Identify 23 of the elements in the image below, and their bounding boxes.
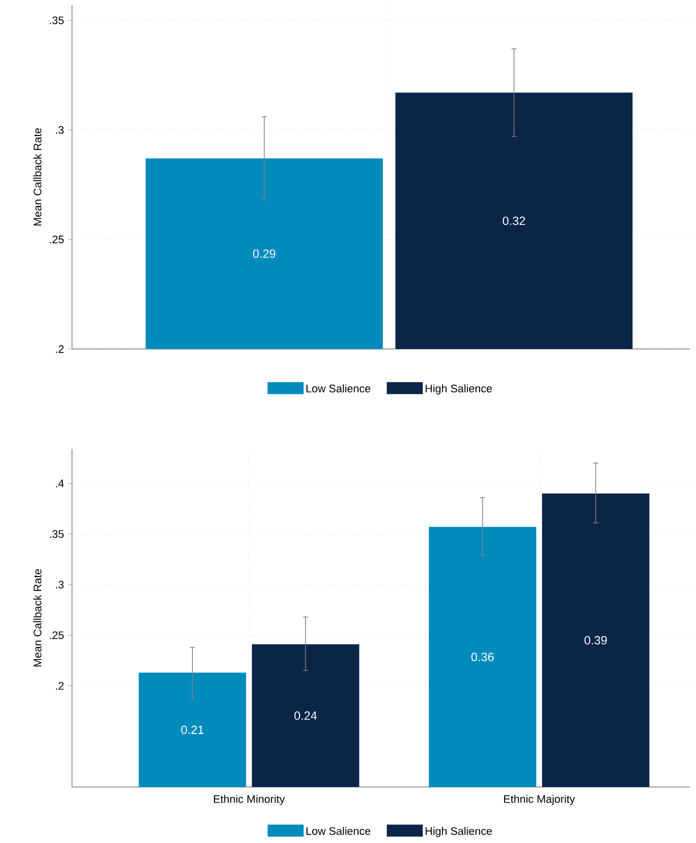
y-tick-label: .25 bbox=[50, 631, 64, 640]
legend-label: High Salience bbox=[426, 384, 492, 395]
data-label: 0.39 bbox=[584, 636, 607, 644]
data-label: 0.32 bbox=[502, 216, 525, 226]
y-axis-title: Mean Callback Rate bbox=[33, 569, 42, 666]
y-tick-label: .35 bbox=[50, 16, 64, 24]
y-tick-label: .25 bbox=[50, 236, 64, 244]
data-label: 0.29 bbox=[253, 249, 276, 258]
x-tick-label: Ethnic Minority bbox=[214, 794, 285, 806]
y-tick-label: .2 bbox=[56, 345, 64, 353]
legend-label: Low Salience bbox=[306, 384, 370, 392]
legend-label: Low Salience bbox=[306, 826, 370, 835]
data-label: 0.21 bbox=[181, 726, 204, 734]
data-label: 0.36 bbox=[471, 652, 494, 662]
data-label: 0.24 bbox=[294, 711, 317, 720]
y-tick-label: .4 bbox=[56, 480, 64, 488]
y-tick-label: .35 bbox=[50, 530, 64, 538]
y-tick-label: .2 bbox=[56, 682, 64, 690]
y-tick-label: .3 bbox=[56, 126, 64, 134]
legend-label: High Salience bbox=[426, 826, 492, 838]
y-axis-title: Mean Callback Rate bbox=[33, 128, 42, 226]
y-tick-label: .3 bbox=[56, 580, 64, 588]
x-tick-label: Ethnic Majority bbox=[504, 794, 576, 806]
